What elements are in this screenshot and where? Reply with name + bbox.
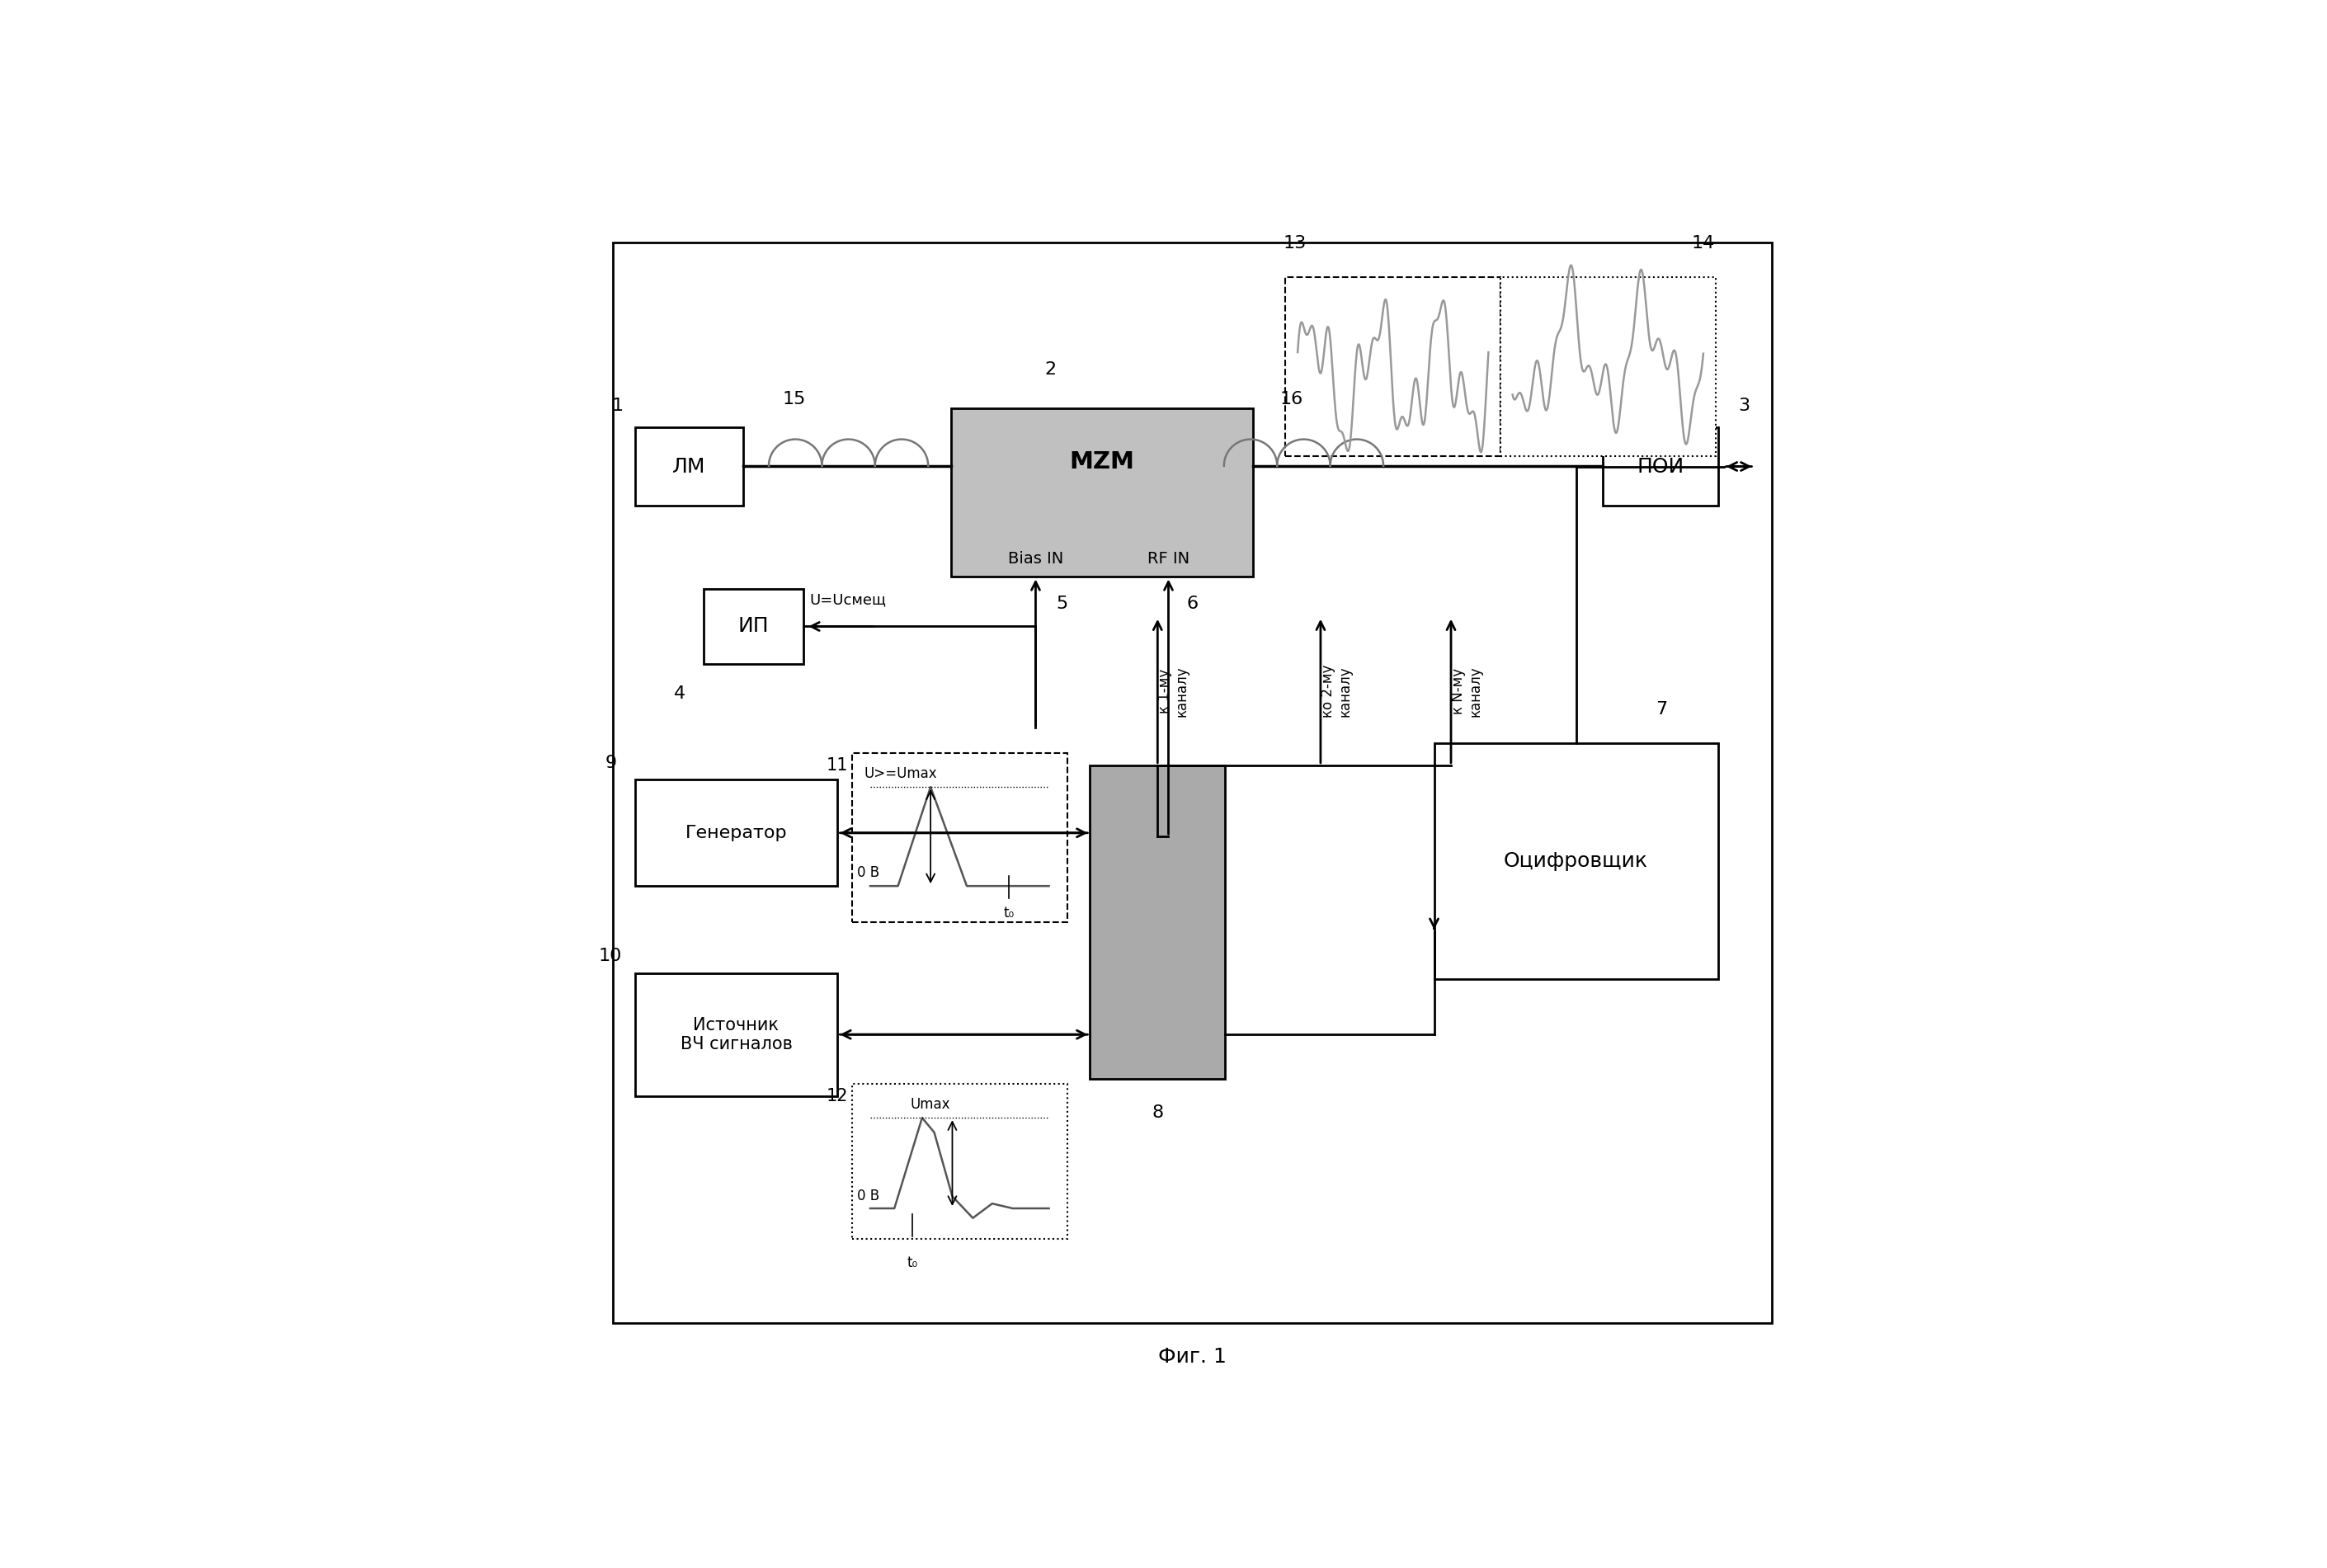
Text: к N-му
каналу: к N-му каналу bbox=[1450, 665, 1482, 717]
Text: Оцифровщик: Оцифровщик bbox=[1503, 851, 1648, 872]
Text: 12: 12 bbox=[826, 1088, 849, 1104]
Text: 11: 11 bbox=[826, 757, 849, 773]
Text: RF IN: RF IN bbox=[1147, 550, 1189, 566]
Text: 8: 8 bbox=[1152, 1105, 1164, 1121]
Bar bbox=[1285, 278, 1501, 456]
Text: Генератор: Генератор bbox=[684, 825, 787, 840]
Text: 4: 4 bbox=[673, 685, 684, 702]
Text: Umax: Umax bbox=[910, 1098, 949, 1112]
Text: 16: 16 bbox=[1280, 390, 1303, 408]
Bar bbox=[1433, 743, 1717, 978]
Text: 5: 5 bbox=[1056, 596, 1068, 612]
Text: U>=Umax: U>=Umax bbox=[863, 767, 938, 781]
Bar bbox=[1603, 426, 1717, 506]
Text: 15: 15 bbox=[782, 390, 805, 408]
Bar bbox=[703, 590, 803, 663]
Bar bbox=[635, 779, 838, 886]
Text: 3: 3 bbox=[1738, 397, 1750, 414]
Text: 0 В: 0 В bbox=[856, 1189, 880, 1204]
Bar bbox=[635, 972, 838, 1096]
Text: 10: 10 bbox=[598, 947, 621, 964]
Bar bbox=[1501, 278, 1715, 456]
Text: Фиг. 1: Фиг. 1 bbox=[1159, 1347, 1226, 1367]
Text: U=Uсмещ: U=Uсмещ bbox=[810, 593, 887, 607]
Text: Bias IN: Bias IN bbox=[1008, 550, 1063, 566]
Text: ИП: ИП bbox=[738, 616, 770, 637]
Text: ПОИ: ПОИ bbox=[1636, 456, 1685, 477]
Text: к 1-му
каналу: к 1-му каналу bbox=[1157, 665, 1189, 717]
Text: Источник
ВЧ сигналов: Источник ВЧ сигналов bbox=[679, 1016, 791, 1052]
Text: 14: 14 bbox=[1692, 235, 1715, 252]
Bar bbox=[852, 753, 1068, 922]
Text: 0 В: 0 В bbox=[856, 866, 880, 880]
Bar bbox=[1089, 765, 1226, 1079]
Text: ко 2-му
каналу: ко 2-му каналу bbox=[1319, 665, 1352, 718]
Text: 9: 9 bbox=[605, 754, 617, 771]
Text: 1: 1 bbox=[612, 397, 624, 414]
Bar bbox=[852, 1083, 1068, 1239]
Bar bbox=[612, 243, 1773, 1323]
Text: 7: 7 bbox=[1654, 701, 1666, 718]
Text: t₀: t₀ bbox=[1003, 905, 1015, 920]
Text: ЛМ: ЛМ bbox=[673, 456, 705, 477]
Bar bbox=[952, 408, 1252, 577]
Text: t₀: t₀ bbox=[908, 1256, 917, 1270]
Text: MZM: MZM bbox=[1070, 450, 1136, 474]
Text: 6: 6 bbox=[1187, 596, 1198, 612]
Text: 2: 2 bbox=[1045, 361, 1056, 378]
Text: 13: 13 bbox=[1285, 235, 1308, 252]
Bar bbox=[635, 426, 742, 506]
